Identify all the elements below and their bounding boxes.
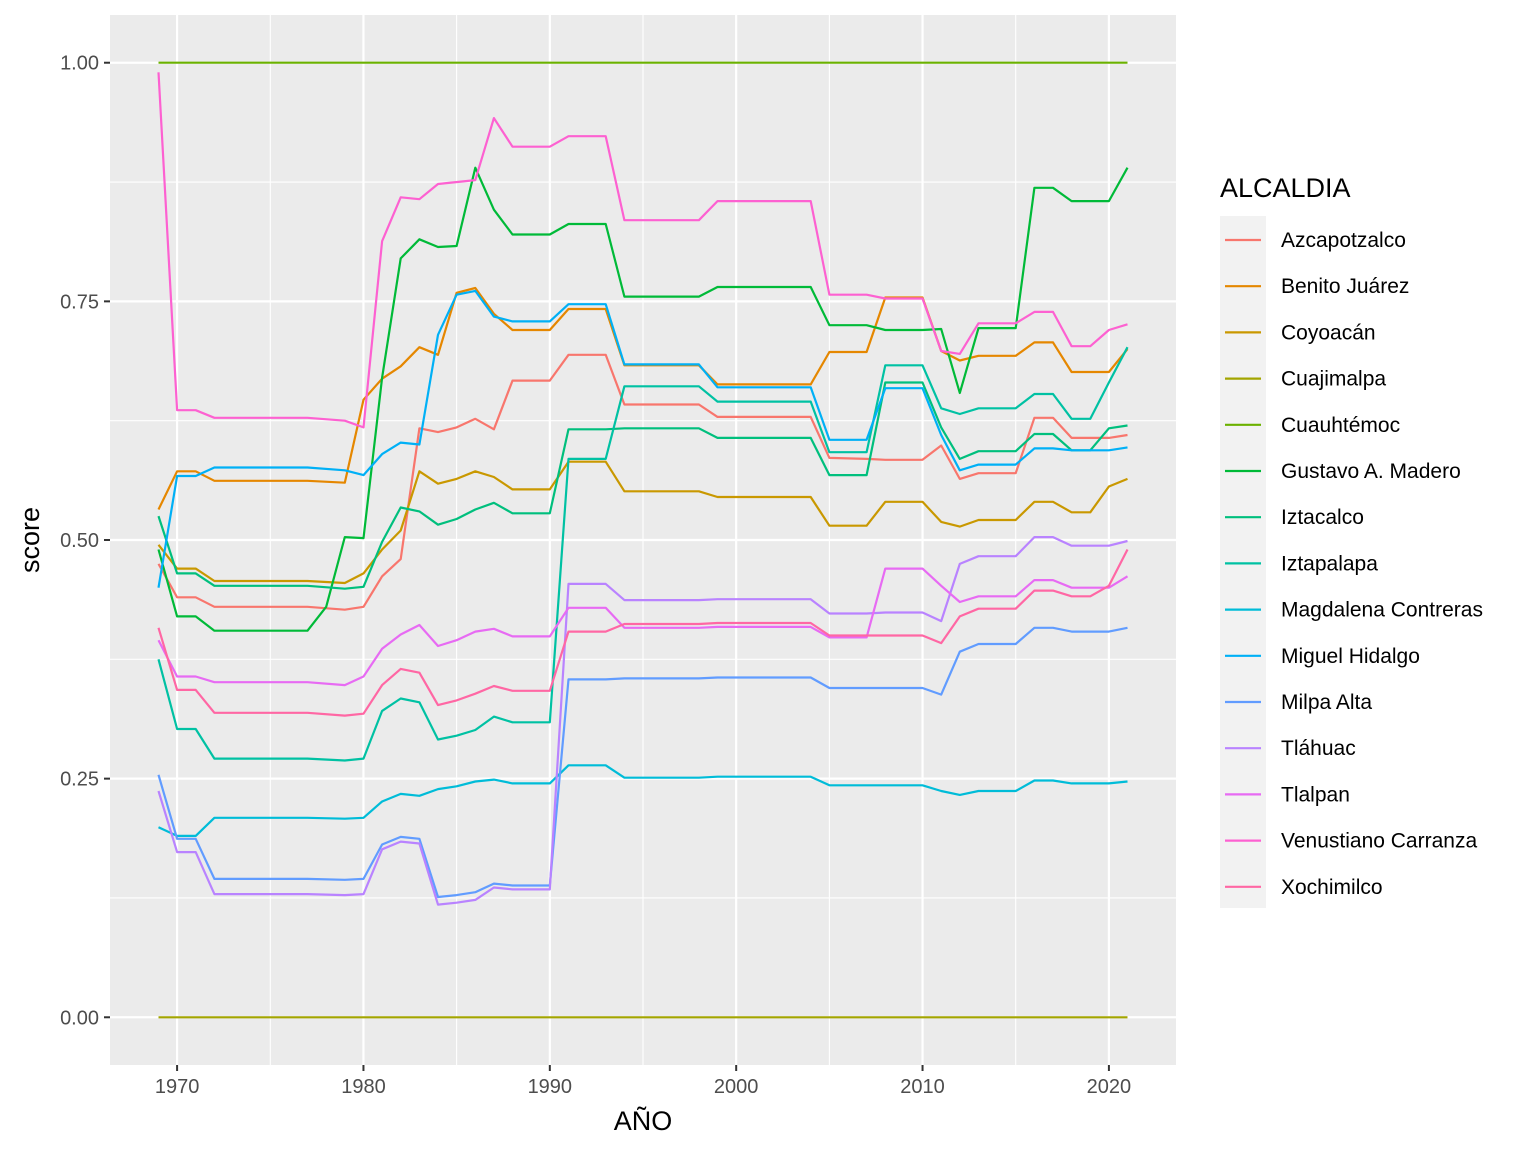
legend-label: Iztacalco <box>1281 506 1364 529</box>
legend-label: Benito Juárez <box>1281 275 1409 298</box>
x-tick-label: 2020 <box>1087 1076 1132 1098</box>
series-line <box>158 764 1128 838</box>
legend-label: Gustavo A. Madero <box>1281 460 1461 483</box>
series-line <box>157 353 1128 611</box>
series-line <box>157 346 1129 762</box>
legend-label: Tláhuac <box>1281 737 1356 760</box>
legend-label: Cuauhtémoc <box>1281 414 1400 437</box>
y-tick-label: 0.00 <box>60 1007 99 1029</box>
series-line <box>157 567 1129 687</box>
x-tick-label: 1980 <box>341 1076 386 1098</box>
y-tick-label: 0.75 <box>60 291 99 313</box>
y-tick-label: 0.50 <box>60 530 99 552</box>
series-line <box>157 381 1128 590</box>
legend-label: Miguel Hidalgo <box>1281 645 1420 668</box>
series-line <box>157 535 1128 906</box>
series-lines <box>157 61 1129 1019</box>
legend-label: Azcapotzalco <box>1281 229 1406 252</box>
legend-label: Magdalena Contreras <box>1281 599 1483 622</box>
x-tick-label: 2000 <box>714 1076 759 1098</box>
legend-label: Venustiano Carranza <box>1281 830 1477 853</box>
series-line <box>157 72 1128 429</box>
x-tick-label: 1990 <box>528 1076 573 1098</box>
x-axis: 1970 1980 1990 2000 2010 2020 <box>155 1065 1131 1098</box>
legend-title: ALCALDIA <box>1220 173 1351 203</box>
x-tick-label: 2010 <box>900 1076 945 1098</box>
series-line <box>157 286 1129 510</box>
series-line <box>157 626 1128 899</box>
y-tick-label: 0.25 <box>60 769 99 791</box>
series-line <box>157 166 1129 632</box>
series-line <box>157 289 1128 588</box>
legend: ALCALDIA Azcapotzalco Benito Juárez Coyoac… <box>1220 173 1483 908</box>
series-line <box>157 548 1129 717</box>
legend-label: Milpa Alta <box>1281 691 1372 714</box>
legend-label: Xochimilco <box>1281 876 1383 899</box>
legend-label: Tlalpan <box>1281 783 1350 806</box>
series-line <box>157 460 1128 585</box>
legend-items: Azcapotzalco Benito Juárez Coyoacán Cuajima… <box>1225 229 1483 899</box>
y-axis: 0.00 0.25 0.50 0.75 1.00 <box>60 53 110 1029</box>
legend-label: Coyoacán <box>1281 321 1376 344</box>
legend-key-background <box>1220 216 1266 908</box>
legend-label: Iztapalapa <box>1281 552 1378 575</box>
y-axis-title: score <box>15 507 45 573</box>
x-axis-title: AÑO <box>614 1105 673 1136</box>
y-tick-label: 1.00 <box>60 53 99 75</box>
x-tick-label: 1970 <box>155 1076 200 1098</box>
legend-label: Cuajimalpa <box>1281 368 1386 391</box>
